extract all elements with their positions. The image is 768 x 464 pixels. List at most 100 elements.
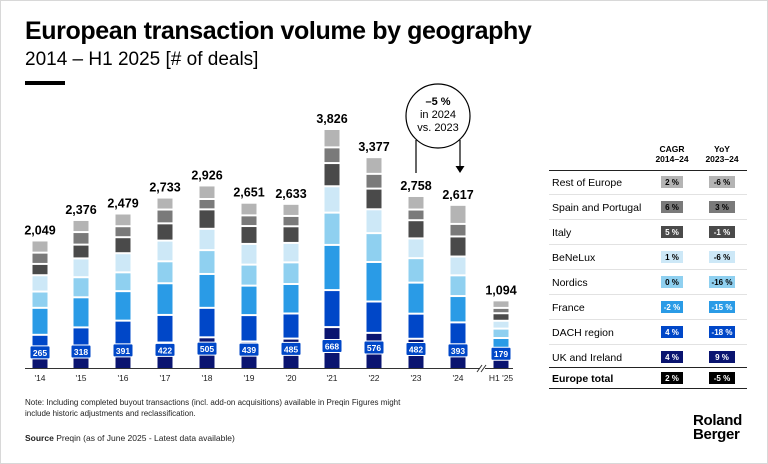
footnote: Note: Including completed buyout transac… bbox=[25, 398, 401, 418]
x-tick-label: '14 bbox=[34, 373, 45, 383]
bar-segment bbox=[493, 358, 509, 368]
arrow-down-icon bbox=[455, 166, 465, 173]
bar-segment bbox=[324, 130, 340, 147]
uk-value-label: 265 bbox=[33, 348, 47, 358]
total-cagr-value: 2 % bbox=[665, 374, 679, 383]
bar-total-label: 2,733 bbox=[149, 181, 180, 195]
yoy-value: 9 % bbox=[715, 353, 729, 362]
bar-segment bbox=[408, 314, 424, 338]
bar-segment bbox=[493, 329, 509, 338]
region-label: Nordics bbox=[552, 277, 588, 289]
bar-segment bbox=[450, 237, 466, 256]
bar-segment bbox=[199, 274, 215, 307]
uk-value-badge bbox=[363, 340, 385, 355]
bars-group: 2,049 265 2,376 318 2,479 391 2,733 422 2,926 505… bbox=[24, 112, 517, 368]
cagr-value: 4 % bbox=[665, 353, 679, 362]
uk-value-badge bbox=[29, 345, 51, 360]
yoy-badge bbox=[709, 351, 735, 363]
uk-value-label: 576 bbox=[367, 343, 381, 353]
bar-total-label: 1,094 bbox=[485, 283, 516, 297]
region-label: UK and Ireland bbox=[552, 352, 622, 364]
bar-segment bbox=[324, 291, 340, 327]
bar-segment bbox=[408, 221, 424, 238]
cagr-value: 5 % bbox=[665, 228, 679, 237]
bar-segment bbox=[115, 273, 131, 291]
logo-line-2: Berger bbox=[693, 426, 740, 443]
bar-segment bbox=[366, 158, 382, 173]
bar-segment bbox=[450, 323, 466, 344]
bar-segment bbox=[408, 210, 424, 220]
bar-segment bbox=[493, 321, 509, 328]
bar-segment bbox=[157, 315, 173, 342]
x-tick-label: '18 bbox=[201, 373, 212, 383]
uk-value-label: 318 bbox=[74, 347, 88, 357]
bar-segment bbox=[157, 284, 173, 314]
x-tick-label: '21 bbox=[326, 373, 337, 383]
uk-value-label: 393 bbox=[451, 346, 465, 356]
bar-segment bbox=[241, 216, 257, 226]
bar-segment bbox=[115, 238, 131, 253]
bar-segment bbox=[199, 200, 215, 209]
uk-value-label: 482 bbox=[409, 344, 423, 354]
yoy-header: YoY bbox=[714, 144, 730, 154]
x-tick-label: H1 '25 bbox=[489, 373, 514, 383]
bar-segment bbox=[450, 276, 466, 296]
bar-total-label: 2,479 bbox=[107, 196, 138, 210]
callout-circle bbox=[405, 83, 471, 149]
bar-segment bbox=[283, 243, 299, 262]
bar-segment bbox=[324, 187, 340, 212]
bar-total-label: 2,758 bbox=[400, 179, 431, 193]
bar-segment bbox=[32, 241, 48, 252]
cagr-value: 2 % bbox=[665, 178, 679, 187]
bar-segment bbox=[366, 262, 382, 301]
uk-value-badge bbox=[238, 342, 260, 357]
yoy-badge bbox=[709, 226, 735, 238]
page-subtitle: 2014 – H1 2025 [# of deals] bbox=[25, 49, 259, 70]
bar-segment bbox=[157, 262, 173, 283]
bar-segment bbox=[408, 239, 424, 258]
bar-segment bbox=[73, 233, 89, 244]
total-label: Europe total bbox=[552, 373, 613, 385]
bar-segment bbox=[366, 302, 382, 332]
bar-segment bbox=[408, 259, 424, 282]
bar-segment bbox=[493, 301, 509, 307]
total-yoy-value: -5 % bbox=[714, 374, 730, 383]
bar-segment bbox=[157, 210, 173, 223]
bar-segment bbox=[73, 220, 89, 232]
total-yoy-badge bbox=[709, 372, 735, 384]
uk-value-label: 179 bbox=[494, 349, 508, 359]
bar-segment bbox=[450, 257, 466, 275]
uk-value-label: 485 bbox=[284, 344, 298, 354]
cagr-badge bbox=[661, 351, 683, 363]
cagr-value: -2 % bbox=[664, 303, 680, 312]
bar-segment bbox=[32, 264, 48, 275]
x-tick-label: '20 bbox=[285, 373, 296, 383]
uk-value-badge bbox=[490, 346, 512, 361]
x-tick-label: '16 bbox=[117, 373, 128, 383]
yoy-badge bbox=[709, 176, 735, 188]
bar-segment bbox=[366, 189, 382, 209]
yoy-value: -16 % bbox=[712, 278, 733, 287]
bar-total-label: 2,617 bbox=[442, 188, 473, 202]
bar-segment bbox=[324, 148, 340, 163]
cagr-badge bbox=[661, 301, 683, 313]
bar-total-label: 2,926 bbox=[191, 168, 222, 182]
title-rule bbox=[25, 81, 65, 85]
x-tick-label: '17 bbox=[159, 373, 170, 383]
uk-value-badge bbox=[280, 341, 302, 356]
bar-segment bbox=[32, 253, 48, 263]
bar-segment bbox=[199, 186, 215, 199]
yoy-badge bbox=[709, 201, 735, 213]
bar-segment bbox=[73, 245, 89, 258]
bar-segment bbox=[450, 224, 466, 236]
bar-segment bbox=[241, 244, 257, 264]
x-tick-label: '15 bbox=[75, 373, 86, 383]
region-label: DACH region bbox=[552, 327, 614, 339]
yoy-value: -6 % bbox=[714, 253, 730, 262]
callout-text: vs. 2023 bbox=[417, 122, 459, 134]
cagr-value: 0 % bbox=[665, 278, 679, 287]
total-cagr-badge bbox=[661, 372, 683, 384]
